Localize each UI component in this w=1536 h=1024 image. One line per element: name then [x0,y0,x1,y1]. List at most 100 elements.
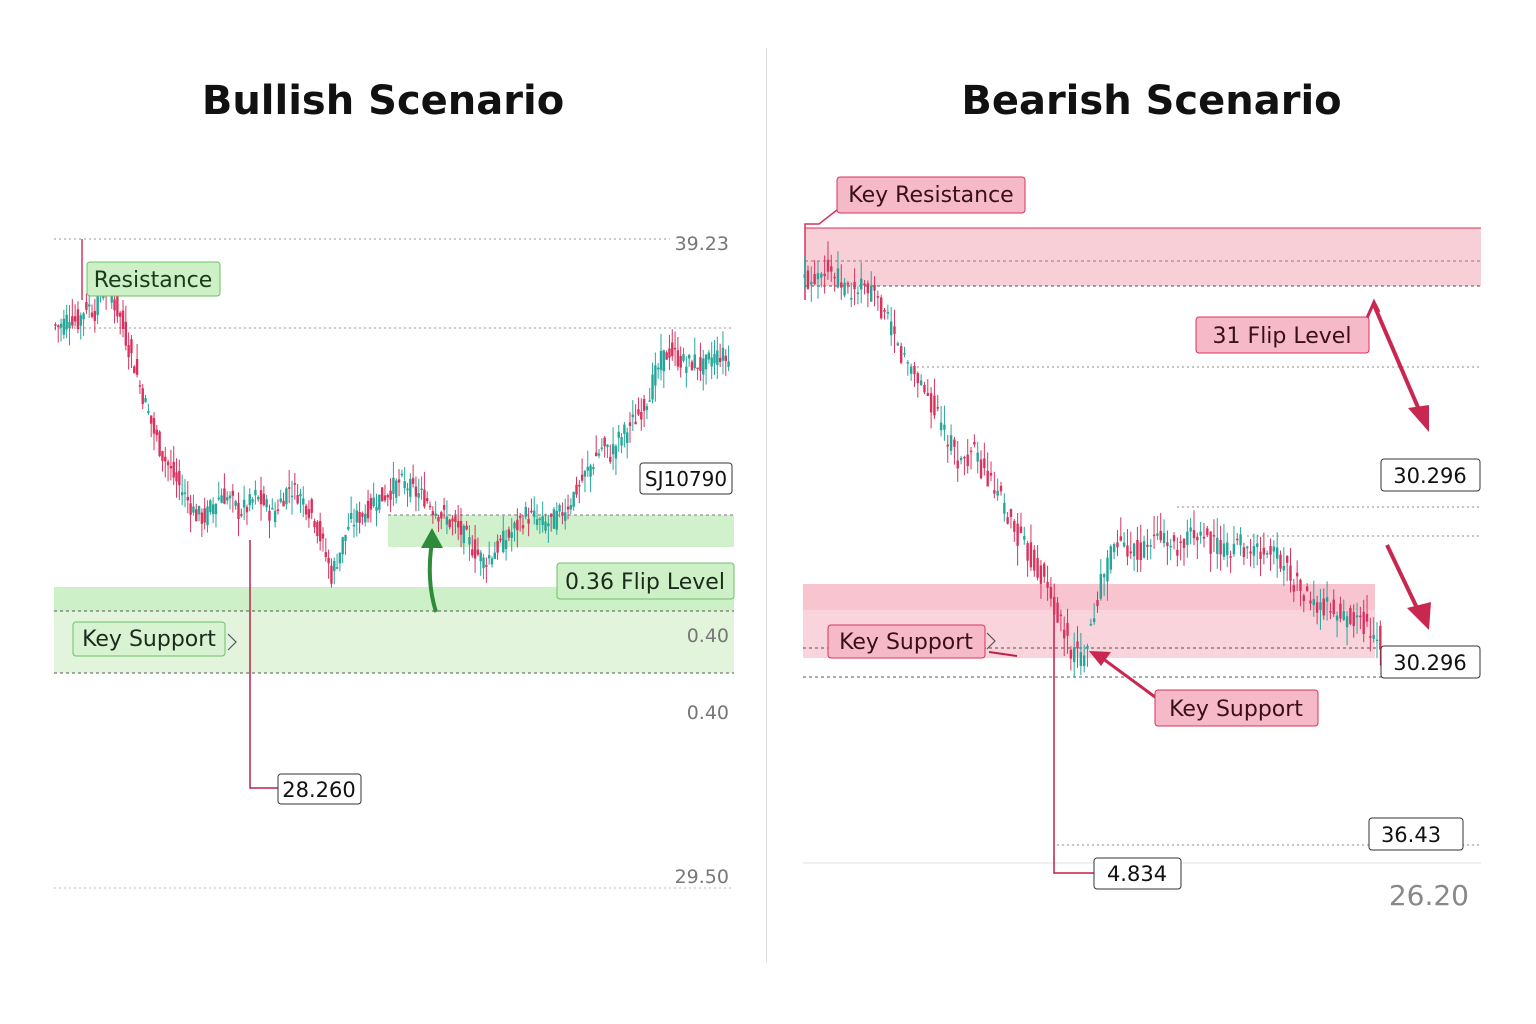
candle-body [397,479,401,483]
candle-body [479,552,482,562]
candle-body [296,494,299,504]
candle-body [1099,574,1103,599]
candle-body [1142,541,1146,558]
candle-body [395,480,398,498]
candle-body [1146,544,1149,547]
candle-body [606,444,609,448]
candle-body [1226,542,1229,556]
candle-body [147,410,150,413]
candle-body [386,495,389,498]
low-marker-line [249,540,278,789]
candle-body [338,552,342,564]
candle-body [631,414,635,418]
candle-body [197,506,201,515]
candle-body [1082,655,1086,667]
candle-body [1372,634,1375,639]
candle-body [813,274,816,285]
candle-body [304,505,308,515]
candle-body [1252,546,1256,556]
candle-body [533,510,536,517]
candle-body [1299,579,1302,592]
candle-body [628,422,632,427]
resistance-label: Resistance [94,268,213,293]
candle-body [580,474,584,481]
candle-body [1102,574,1106,578]
candle-body [79,315,82,326]
candle-body [1335,615,1339,621]
candle-body [1216,537,1219,554]
candle-body [654,365,657,386]
candle-body [220,495,223,503]
candle-body [279,498,282,502]
candle-body [718,357,722,362]
candle-body [1019,526,1023,534]
candle-body [1219,540,1222,555]
candle-body [1112,543,1116,553]
candle-body [144,397,147,403]
candle-body [1315,602,1319,613]
candle-body [1289,565,1292,581]
candle-body [59,323,63,328]
candle-body [456,521,460,528]
candle-body [200,512,204,524]
candle-body [943,424,946,430]
key-support-zone-label: Key Support [839,630,973,655]
candle-body [237,502,240,519]
candle-body [1076,641,1079,649]
candle-body [409,478,412,497]
candle-body [846,283,850,285]
candle-body [724,355,727,362]
candle-body [321,533,325,539]
candle-body [1179,541,1182,543]
candle-body [287,487,291,489]
candle-body [135,359,139,375]
candle-body [1109,546,1113,570]
candle-body [1269,546,1272,555]
candle-body [54,324,57,326]
candle-body [956,460,959,469]
candle-body [640,411,643,420]
candle-body [1119,536,1122,541]
flip-up-tip [1365,298,1381,319]
candle-body [566,506,570,510]
candle-body [516,519,519,531]
candle-body [1006,517,1009,524]
candle-body [141,388,144,404]
candle-body [989,472,993,476]
candle-body [513,522,516,529]
candle-body [57,325,60,328]
candle-body [192,506,195,513]
candle-body [1053,596,1056,615]
price-tag-lower: 30.296 [1393,651,1466,675]
candle-body [110,295,113,303]
candle-body [349,513,353,520]
candle-body [113,299,116,311]
candle-body [228,495,232,499]
candle-body [823,273,826,277]
candle-body [727,361,730,367]
candle-body [662,350,666,372]
candle-body [1046,581,1049,588]
candle-body [926,393,929,396]
axis-value-29-50: 29.50 [675,866,729,888]
candle-body [186,496,189,501]
candle-body [1013,520,1016,532]
candle-body [889,321,893,336]
ticker-tag-box [639,462,733,495]
candle-body [999,485,1003,492]
candle-body [1339,603,1342,619]
candle-body [1295,572,1299,577]
ticker-tag: SJ10790 [645,467,727,491]
candle-body [172,461,175,478]
candle-body [431,511,435,516]
candle-body [1166,542,1169,547]
candle-body [696,367,699,370]
low-marker-box [1093,857,1182,890]
candle-body [451,518,454,522]
candle-body [1096,600,1099,607]
candle-body [860,278,863,290]
candle-body [1285,556,1289,563]
candle-body [1249,551,1252,554]
candle-body [1232,543,1236,555]
candle-body [603,437,606,447]
